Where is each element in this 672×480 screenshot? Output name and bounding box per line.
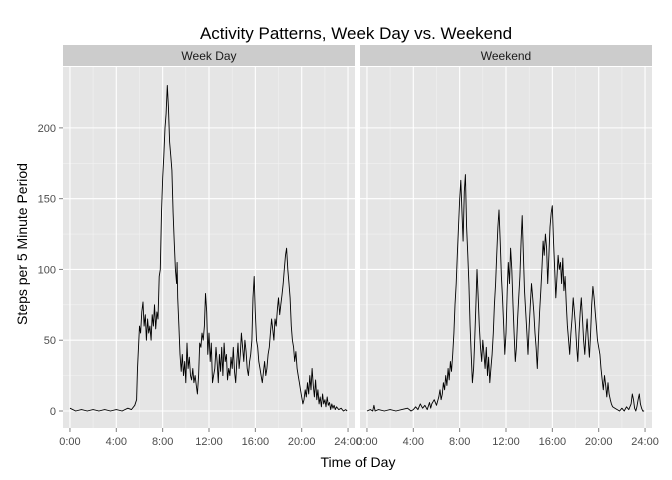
y-tick-label: 0 [50,406,56,418]
facet-strip [63,45,355,66]
x-tick-label: 16:00 [242,436,270,448]
y-tick-label: 150 [38,194,56,206]
x-tick-label: 4:00 [403,436,424,448]
x-tick-label: 8:00 [152,436,173,448]
x-tick-label: 16:00 [539,436,567,448]
x-tick-label: 0:00 [356,436,377,448]
y-axis: 0 50 100 150 200 [38,123,63,418]
facet-strip [360,45,652,66]
facet-strip-label: Week Day [181,49,236,63]
panel-week-day: Week Day 0:00 4:00 8:00 12:00 16:00 20:00 24:00 [59,45,362,448]
series-line [69,84,348,412]
x-tick-label: 20:00 [288,436,316,448]
x-tick-label: 24:00 [631,436,659,448]
facet-panels: Week Day 0:00 4:00 8:00 12:00 16:00 20:00 24:00… [59,45,659,448]
x-tick-label: 24:00 [334,436,362,448]
y-axis-title: Steps per 5 Minute Period [14,163,30,325]
x-tick-label: 8:00 [449,436,470,448]
panel-weekend: Weekend 0:00 4:00 8:00 12:00 16:00 20:00 24:00 [356,45,659,448]
y-tick-label: 50 [44,335,56,347]
x-tick-label: 12:00 [492,436,520,448]
x-tick-label: 12:00 [195,436,223,448]
chart-title: Activity Patterns, Week Day vs. Weekend [200,24,512,43]
x-axis-title: Time of Day [321,454,396,470]
series-line [366,174,645,412]
y-tick-label: 100 [38,264,56,276]
x-tick-label: 20:00 [585,436,613,448]
y-tick-label: 200 [38,123,56,135]
x-tick-label: 0:00 [59,436,80,448]
x-tick-label: 4:00 [106,436,127,448]
facet-strip-label: Weekend [481,49,531,63]
